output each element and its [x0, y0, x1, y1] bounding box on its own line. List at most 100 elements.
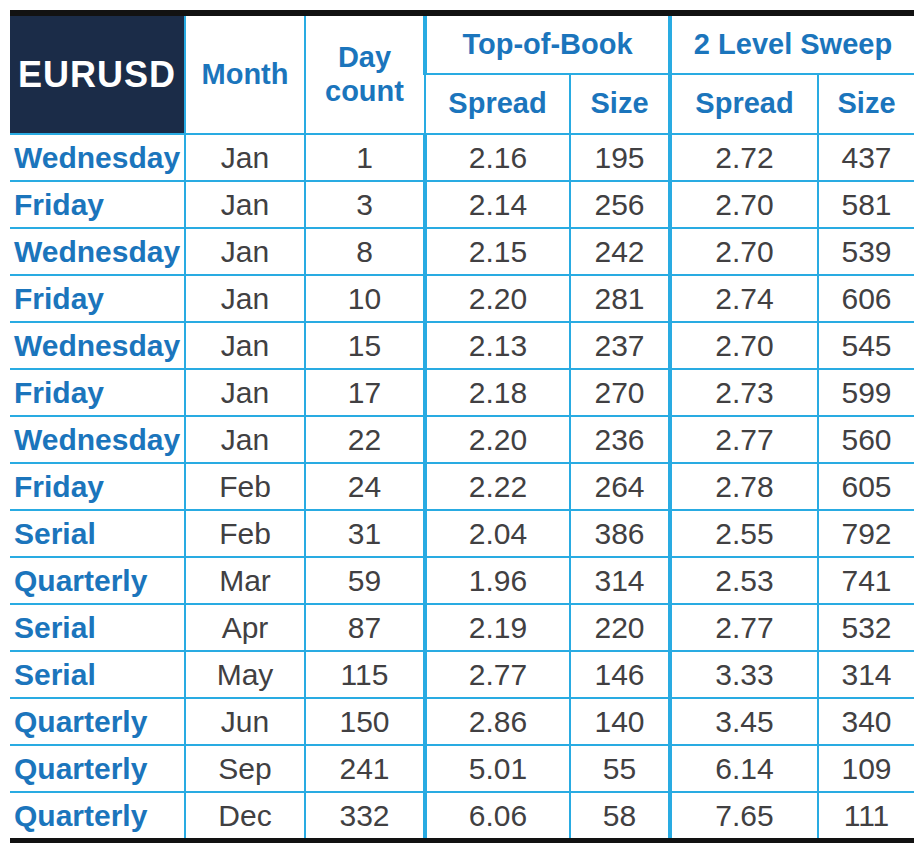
tob-spread-cell: 5.01 [425, 745, 570, 792]
expiry-type-label: Friday [10, 275, 185, 322]
sweep-size-cell: 532 [818, 604, 914, 651]
expiry-type-label: Serial [10, 510, 185, 557]
sweep-spread-cell: 2.72 [670, 134, 818, 181]
eurusd-liquidity-table: EURUSD Month Day count Top-of-Book 2 Lev… [10, 10, 914, 843]
sweep-size-cell: 539 [818, 228, 914, 275]
expiry-type-label: Quarterly [10, 745, 185, 792]
table-row: Wednesday Jan 22 2.20 236 2.77 560 [10, 416, 914, 463]
table-header: EURUSD Month Day count Top-of-Book 2 Lev… [10, 13, 914, 134]
sweep-spread-cell: 2.70 [670, 181, 818, 228]
expiry-type-label: Friday [10, 181, 185, 228]
day-count-cell: 1 [305, 134, 425, 181]
expiry-type-label: Quarterly [10, 557, 185, 604]
day-count-cell: 8 [305, 228, 425, 275]
tob-spread-cell: 2.20 [425, 275, 570, 322]
tob-spread-cell: 2.16 [425, 134, 570, 181]
tob-size-cell: 140 [570, 698, 670, 745]
tob-spread-cell: 2.04 [425, 510, 570, 557]
tob-spread-cell: 2.20 [425, 416, 570, 463]
tob-spread-cell: 6.06 [425, 792, 570, 841]
month-cell: Sep [185, 745, 305, 792]
sweep-spread-cell: 3.33 [670, 651, 818, 698]
table-row: Friday Feb 24 2.22 264 2.78 605 [10, 463, 914, 510]
month-cell: Jan [185, 416, 305, 463]
column-header-day-count: Day count [305, 13, 425, 134]
table-row: Wednesday Jan 1 2.16 195 2.72 437 [10, 134, 914, 181]
day-count-cell: 31 [305, 510, 425, 557]
expiry-type-label: Quarterly [10, 792, 185, 841]
tob-size-cell: 270 [570, 369, 670, 416]
tob-size-cell: 256 [570, 181, 670, 228]
sweep-size-cell: 111 [818, 792, 914, 841]
sweep-size-cell: 109 [818, 745, 914, 792]
sweep-size-cell: 581 [818, 181, 914, 228]
column-group-2-level-sweep: 2 Level Sweep [670, 13, 914, 74]
day-count-cell: 15 [305, 322, 425, 369]
expiry-type-label: Wednesday [10, 416, 185, 463]
column-header-sweep-size: Size [818, 74, 914, 134]
page: EURUSD Month Day count Top-of-Book 2 Lev… [0, 0, 924, 860]
day-count-cell: 59 [305, 557, 425, 604]
month-cell: May [185, 651, 305, 698]
sweep-size-cell: 545 [818, 322, 914, 369]
expiry-type-label: Wednesday [10, 322, 185, 369]
day-count-cell: 10 [305, 275, 425, 322]
tob-spread-cell: 2.13 [425, 322, 570, 369]
sweep-spread-cell: 2.77 [670, 416, 818, 463]
sweep-size-cell: 437 [818, 134, 914, 181]
tob-size-cell: 281 [570, 275, 670, 322]
month-cell: Feb [185, 510, 305, 557]
tob-spread-cell: 1.96 [425, 557, 570, 604]
tob-spread-cell: 2.14 [425, 181, 570, 228]
tob-size-cell: 58 [570, 792, 670, 841]
sweep-size-cell: 340 [818, 698, 914, 745]
month-cell: Jan [185, 275, 305, 322]
month-cell: Mar [185, 557, 305, 604]
table-row: Quarterly Dec 332 6.06 58 7.65 111 [10, 792, 914, 841]
table-row: Wednesday Jan 8 2.15 242 2.70 539 [10, 228, 914, 275]
sweep-spread-cell: 6.14 [670, 745, 818, 792]
table-row: Quarterly Sep 241 5.01 55 6.14 109 [10, 745, 914, 792]
column-group-top-of-book: Top-of-Book [425, 13, 670, 74]
sweep-spread-cell: 2.55 [670, 510, 818, 557]
table-row: Quarterly Jun 150 2.86 140 3.45 340 [10, 698, 914, 745]
month-cell: Jun [185, 698, 305, 745]
month-cell: Jan [185, 134, 305, 181]
sweep-spread-cell: 2.78 [670, 463, 818, 510]
sweep-spread-cell: 2.77 [670, 604, 818, 651]
table-row: Serial Apr 87 2.19 220 2.77 532 [10, 604, 914, 651]
tob-spread-cell: 2.15 [425, 228, 570, 275]
table-row: Friday Jan 17 2.18 270 2.73 599 [10, 369, 914, 416]
month-cell: Apr [185, 604, 305, 651]
tob-size-cell: 195 [570, 134, 670, 181]
tob-spread-cell: 2.19 [425, 604, 570, 651]
day-count-cell: 332 [305, 792, 425, 841]
table-row: Quarterly Mar 59 1.96 314 2.53 741 [10, 557, 914, 604]
tob-size-cell: 386 [570, 510, 670, 557]
column-header-month: Month [185, 13, 305, 134]
table-body: Wednesday Jan 1 2.16 195 2.72 437 Friday… [10, 134, 914, 841]
tob-spread-cell: 2.22 [425, 463, 570, 510]
table-row: Friday Jan 3 2.14 256 2.70 581 [10, 181, 914, 228]
day-count-cell: 24 [305, 463, 425, 510]
expiry-type-label: Friday [10, 463, 185, 510]
day-count-cell: 115 [305, 651, 425, 698]
month-cell: Jan [185, 228, 305, 275]
expiry-type-label: Wednesday [10, 134, 185, 181]
month-cell: Dec [185, 792, 305, 841]
tob-size-cell: 314 [570, 557, 670, 604]
tob-size-cell: 237 [570, 322, 670, 369]
month-cell: Jan [185, 369, 305, 416]
month-cell: Feb [185, 463, 305, 510]
table-row: Wednesday Jan 15 2.13 237 2.70 545 [10, 322, 914, 369]
sweep-spread-cell: 3.45 [670, 698, 818, 745]
expiry-type-label: Wednesday [10, 228, 185, 275]
sweep-size-cell: 599 [818, 369, 914, 416]
tob-size-cell: 264 [570, 463, 670, 510]
sweep-size-cell: 792 [818, 510, 914, 557]
column-header-sweep-spread: Spread [670, 74, 818, 134]
tob-size-cell: 220 [570, 604, 670, 651]
tob-spread-cell: 2.86 [425, 698, 570, 745]
day-count-cell: 22 [305, 416, 425, 463]
sweep-spread-cell: 2.53 [670, 557, 818, 604]
